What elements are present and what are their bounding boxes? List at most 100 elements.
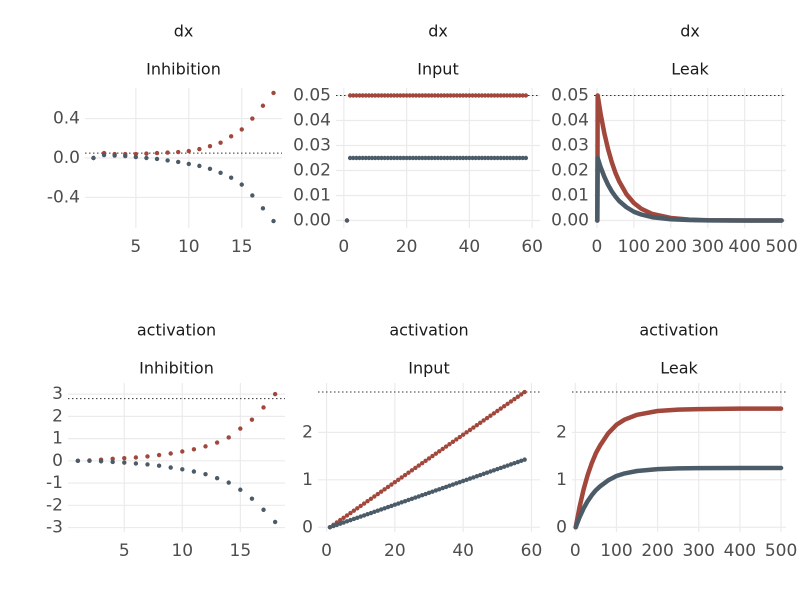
point <box>489 93 494 98</box>
point <box>226 435 231 440</box>
point <box>451 93 456 98</box>
point <box>522 389 527 395</box>
point <box>486 155 491 161</box>
point <box>373 155 378 161</box>
point <box>214 440 220 445</box>
point <box>180 467 185 472</box>
point <box>260 206 266 211</box>
point <box>498 465 503 471</box>
y-tick-label: 2 <box>52 406 63 426</box>
point <box>520 155 525 161</box>
point <box>402 472 408 478</box>
point <box>145 462 150 467</box>
point <box>144 151 149 156</box>
x-tick-label: 500 <box>765 237 797 257</box>
point <box>228 175 234 180</box>
point <box>495 466 500 472</box>
point <box>75 458 81 464</box>
point <box>443 444 449 449</box>
point <box>489 155 494 161</box>
point <box>432 93 438 98</box>
point <box>191 469 197 474</box>
point <box>443 484 449 490</box>
point <box>361 501 367 506</box>
line <box>573 465 784 530</box>
point <box>523 155 529 161</box>
point <box>435 93 441 98</box>
point <box>249 496 255 501</box>
y-tick-label: 0.05 <box>293 86 331 106</box>
x-tick-label: 15 <box>231 237 253 257</box>
point <box>378 489 384 494</box>
point <box>448 155 453 161</box>
point <box>382 487 387 492</box>
point <box>488 413 493 418</box>
point <box>476 93 481 98</box>
point <box>365 498 370 504</box>
point <box>407 93 412 98</box>
x-tick-label: 400 <box>724 541 756 561</box>
y-tick-label: 0.0 <box>53 148 80 168</box>
point <box>363 93 369 98</box>
point <box>522 457 527 462</box>
point <box>341 520 346 525</box>
y-tick-label: 0.02 <box>551 161 589 181</box>
point <box>484 415 490 421</box>
point <box>426 93 431 98</box>
point <box>396 477 401 483</box>
point <box>372 509 377 515</box>
point <box>409 468 415 473</box>
point <box>357 93 362 98</box>
point <box>504 93 510 98</box>
point <box>369 93 375 98</box>
point <box>334 522 339 528</box>
point <box>416 494 421 499</box>
panel-title: dx <box>174 22 194 41</box>
x-tick-label: 60 <box>521 237 543 257</box>
point <box>351 93 356 98</box>
x-tick-label: 200 <box>641 541 673 561</box>
point <box>344 513 350 518</box>
panel-title: activation <box>137 321 216 340</box>
x-tick-label: 0 <box>570 541 581 561</box>
point <box>420 93 425 98</box>
x-tick-label: 5 <box>119 541 130 561</box>
point <box>360 155 365 161</box>
point <box>492 155 497 161</box>
y-tick-label: 0.01 <box>293 186 331 206</box>
point <box>511 93 516 98</box>
point <box>341 515 346 520</box>
x-tick-label: 400 <box>728 237 760 257</box>
point <box>457 155 463 161</box>
point <box>508 462 514 467</box>
panel-subtitle: Leak <box>671 60 709 79</box>
point <box>368 510 374 516</box>
x-tick-label: 40 <box>459 237 481 257</box>
point <box>261 405 266 410</box>
point <box>180 449 185 454</box>
point <box>375 508 380 513</box>
point <box>478 472 483 478</box>
point <box>385 155 390 161</box>
y-tick-label: 0 <box>556 517 567 537</box>
point <box>450 439 456 445</box>
x-tick-label: 300 <box>683 541 715 561</box>
point <box>442 93 447 98</box>
point <box>401 93 406 98</box>
point <box>495 155 500 161</box>
point <box>388 93 394 98</box>
point <box>344 218 350 223</box>
point <box>491 411 497 416</box>
point <box>379 155 384 161</box>
point <box>419 460 425 466</box>
point <box>98 459 104 464</box>
point <box>447 442 452 447</box>
point <box>467 93 472 98</box>
point <box>385 504 391 510</box>
point <box>357 155 362 161</box>
point <box>491 468 497 473</box>
point <box>460 93 466 98</box>
point <box>515 394 520 399</box>
point <box>410 155 416 161</box>
